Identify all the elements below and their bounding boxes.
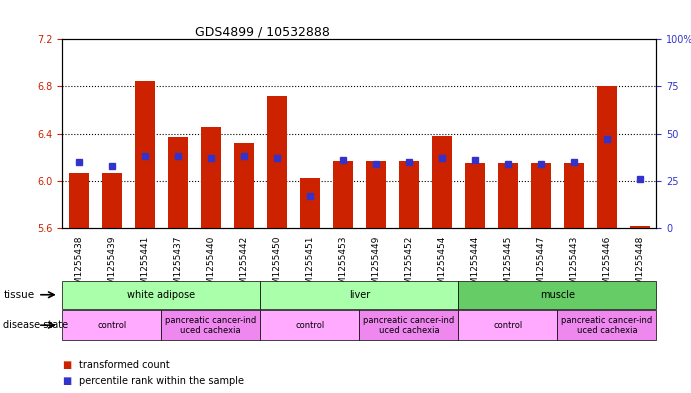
Text: percentile rank within the sample: percentile rank within the sample <box>79 376 245 386</box>
Bar <box>267 96 287 228</box>
Text: ■: ■ <box>62 376 71 386</box>
Text: disease state: disease state <box>3 320 68 330</box>
Text: control: control <box>97 321 126 330</box>
Text: pancreatic cancer-ind
uced cachexia: pancreatic cancer-ind uced cachexia <box>165 316 256 335</box>
Bar <box>201 127 220 228</box>
Text: liver: liver <box>349 290 370 300</box>
Bar <box>498 163 518 228</box>
Bar <box>300 178 320 228</box>
Text: control: control <box>295 321 324 330</box>
Text: pancreatic cancer-ind
uced cachexia: pancreatic cancer-ind uced cachexia <box>363 316 455 335</box>
Bar <box>465 163 485 228</box>
Text: tissue: tissue <box>3 290 35 300</box>
Text: pancreatic cancer-ind
uced cachexia: pancreatic cancer-ind uced cachexia <box>561 316 652 335</box>
Bar <box>168 137 188 228</box>
Text: GDS4899 / 10532888: GDS4899 / 10532888 <box>195 26 330 39</box>
Bar <box>432 136 452 228</box>
Bar <box>234 143 254 228</box>
Bar <box>135 81 155 228</box>
Bar <box>102 173 122 228</box>
Text: ■: ■ <box>62 360 71 371</box>
Text: white adipose: white adipose <box>127 290 196 300</box>
Bar <box>399 161 419 228</box>
Text: control: control <box>493 321 522 330</box>
Bar <box>366 161 386 228</box>
Bar <box>531 163 551 228</box>
Text: transformed count: transformed count <box>79 360 170 371</box>
Text: muscle: muscle <box>540 290 575 300</box>
Bar <box>69 173 88 228</box>
Bar <box>597 86 617 228</box>
Bar <box>630 226 650 228</box>
Bar <box>564 163 584 228</box>
Bar <box>333 161 352 228</box>
